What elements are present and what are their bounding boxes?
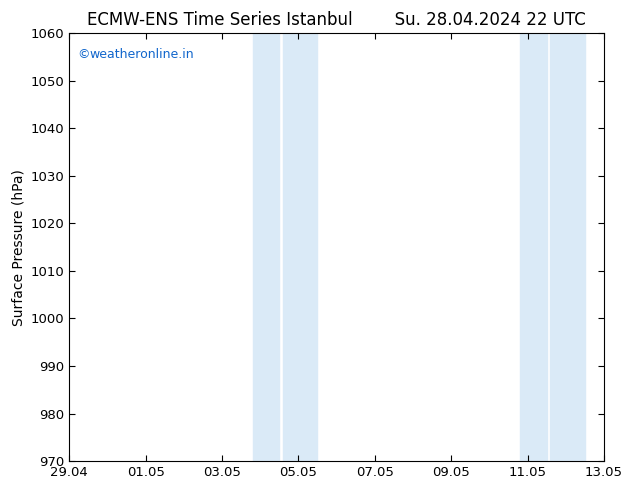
Y-axis label: Surface Pressure (hPa): Surface Pressure (hPa) xyxy=(11,169,25,326)
Bar xyxy=(283,33,318,461)
Title: ECMW-ENS Time Series Istanbul        Su. 28.04.2024 22 UTC: ECMW-ENS Time Series Istanbul Su. 28.04.… xyxy=(87,11,586,29)
Bar xyxy=(550,33,585,461)
Text: weatheronline.in: weatheronline.in xyxy=(89,49,194,61)
Bar xyxy=(520,33,547,461)
Bar xyxy=(252,33,280,461)
Text: ©: © xyxy=(77,49,90,61)
